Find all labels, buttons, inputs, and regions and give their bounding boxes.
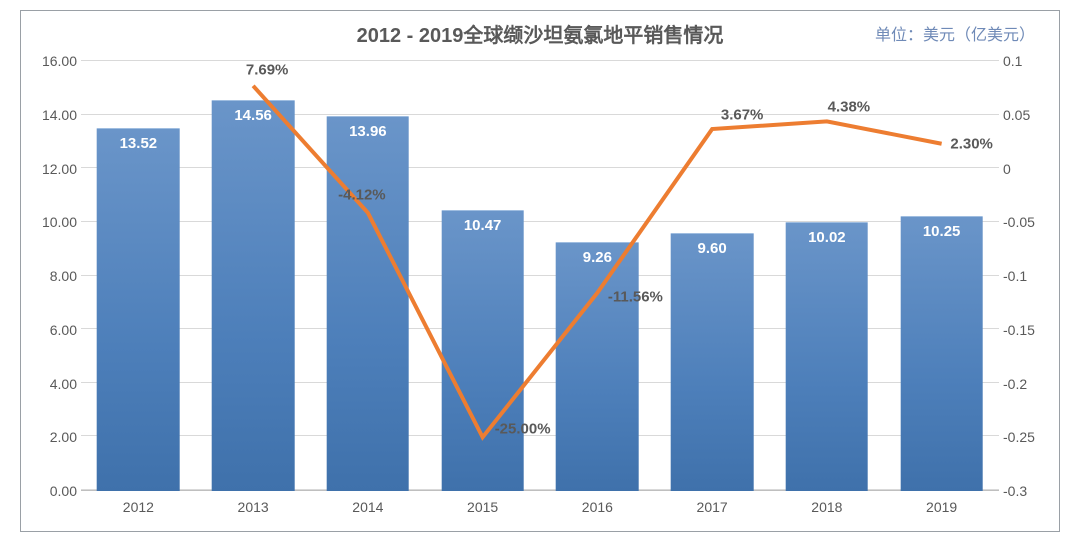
bar: 9.26: [556, 242, 639, 491]
y-right-tick-label: 0: [1003, 161, 1049, 177]
line-value-label: 7.69%: [246, 61, 289, 78]
x-tick-label: 2015: [467, 499, 498, 515]
line-value-label: -11.56%: [608, 288, 663, 305]
y-right-tick-label: -0.2: [1003, 376, 1049, 392]
y-right-tick-label: -0.1: [1003, 268, 1049, 284]
line-value-label: 3.67%: [721, 107, 764, 124]
y-right-tick-label: 0.05: [1003, 107, 1049, 123]
y-left-tick-label: 10.00: [33, 214, 77, 230]
bar-value-label: 10.02: [808, 229, 846, 246]
plot-area: 13.52201214.56201313.96201410.4720159.26…: [81, 61, 999, 491]
y-right-tick-label: -0.25: [1003, 429, 1049, 445]
bar-value-label: 10.25: [923, 223, 961, 240]
y-right-tick-label: 0.1: [1003, 53, 1049, 69]
chart-container: 2012 - 2019全球缬沙坦氨氯地平销售情况 单位：美元（亿美元） 13.5…: [20, 10, 1060, 532]
line-value-label: -4.12%: [338, 186, 386, 203]
bar: 13.96: [327, 116, 410, 491]
y-left-tick-label: 6.00: [33, 322, 77, 338]
y-left-tick-label: 16.00: [33, 53, 77, 69]
line-value-label: 4.38%: [828, 99, 871, 116]
x-tick-label: 2016: [582, 499, 613, 515]
bar: 14.56: [212, 100, 295, 491]
bar: 13.52: [97, 128, 180, 491]
y-right-tick-label: -0.15: [1003, 322, 1049, 338]
bar-value-label: 14.56: [234, 107, 272, 124]
bar-value-label: 10.47: [464, 217, 502, 234]
y-left-tick-label: 2.00: [33, 429, 77, 445]
line-value-label: -25.00%: [495, 421, 551, 438]
y-right-tick-label: -0.05: [1003, 214, 1049, 230]
bar: 9.60: [671, 233, 754, 491]
bar-value-label: 13.96: [349, 123, 387, 140]
line-value-label: 2.30%: [950, 135, 993, 152]
bar-value-label: 9.26: [583, 249, 612, 266]
y-left-tick-label: 0.00: [33, 483, 77, 499]
x-tick-label: 2017: [697, 499, 728, 515]
bar: 10.25: [900, 216, 983, 491]
unit-label: 单位：美元（亿美元）: [875, 21, 1035, 45]
y-left-tick-label: 4.00: [33, 376, 77, 392]
bar: 10.47: [441, 210, 524, 491]
bar-value-label: 13.52: [120, 135, 158, 152]
x-tick-label: 2018: [811, 499, 842, 515]
y-left-tick-label: 8.00: [33, 268, 77, 284]
y-left-tick-label: 14.00: [33, 107, 77, 123]
x-tick-label: 2012: [123, 499, 154, 515]
bar: 10.02: [786, 222, 869, 491]
y-left-tick-label: 12.00: [33, 161, 77, 177]
x-tick-label: 2013: [238, 499, 269, 515]
y-right-tick-label: -0.3: [1003, 483, 1049, 499]
bar-value-label: 9.60: [698, 240, 727, 257]
x-tick-label: 2014: [352, 499, 383, 515]
x-tick-label: 2019: [926, 499, 957, 515]
